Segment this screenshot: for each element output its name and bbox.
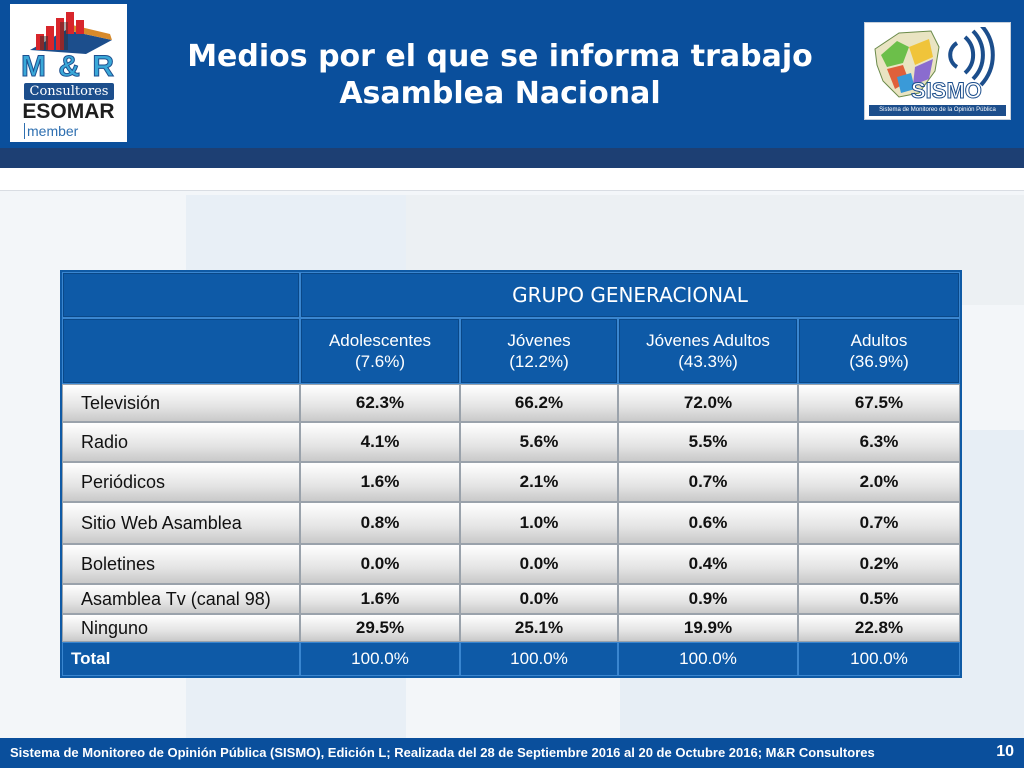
group-header: GRUPO GENERACIONAL	[300, 272, 960, 318]
table-cell: 4.1%	[300, 422, 460, 462]
column-name: Adultos	[850, 331, 908, 350]
table-cell: 0.6%	[618, 502, 798, 544]
total-cell: 100.0%	[618, 642, 798, 676]
table-row: Sitio Web Asamblea 0.8% 1.0% 0.6% 0.7%	[62, 502, 960, 544]
table-row: Ninguno 29.5% 25.1% 19.9% 22.8%	[62, 614, 960, 642]
column-share: (43.3%)	[678, 352, 738, 371]
table-row: Periódicos 1.6% 2.1% 0.7% 2.0%	[62, 462, 960, 502]
header-stripe-light	[0, 168, 1024, 191]
esomar-label: ESOMAR	[22, 100, 115, 123]
table-cell: 0.5%	[798, 584, 960, 614]
page-title: Medios por el que se informa trabajo Asa…	[150, 38, 850, 112]
table-cell: 67.5%	[798, 384, 960, 422]
table-row: Radio 4.1% 5.6% 5.5% 6.3%	[62, 422, 960, 462]
table-cell: 5.6%	[460, 422, 618, 462]
table-cell: 6.3%	[798, 422, 960, 462]
header-bar: M & R Consultores ESOMAR member Medios p…	[0, 0, 1024, 148]
table-cell: 0.7%	[798, 502, 960, 544]
sismo-brand: SISMO	[911, 78, 983, 103]
table-cell: 2.1%	[460, 462, 618, 502]
column-header-jovenes-adultos: Jóvenes Adultos (43.3%)	[618, 318, 798, 384]
column-header-adultos: Adultos (36.9%)	[798, 318, 960, 384]
table-cell: 0.4%	[618, 544, 798, 584]
total-row: Total 100.0% 100.0% 100.0% 100.0%	[62, 642, 960, 676]
table-cell: 0.8%	[300, 502, 460, 544]
table-cell: 29.5%	[300, 614, 460, 642]
row-label: Ninguno	[62, 614, 300, 642]
row-label: Sitio Web Asamblea	[62, 502, 300, 544]
total-label: Total	[62, 642, 300, 676]
column-header-row: Adolescentes (7.6%) Jóvenes (12.2%) Jóve…	[62, 318, 960, 384]
table-cell: 22.8%	[798, 614, 960, 642]
table-cell: 0.9%	[618, 584, 798, 614]
nicaragua-map-icon	[874, 27, 995, 98]
row-label: Radio	[62, 422, 300, 462]
column-name: Adolescentes	[328, 331, 432, 350]
row-label: Boletines	[62, 544, 300, 584]
group-header-row: GRUPO GENERACIONAL	[62, 272, 960, 318]
table-cell: 72.0%	[618, 384, 798, 422]
column-header-adolescentes: Adolescentes (7.6%)	[300, 318, 460, 384]
row-label: Televisión	[62, 384, 300, 422]
table-cell: 0.0%	[300, 544, 460, 584]
member-label: member	[24, 123, 78, 139]
table-cell: 1.0%	[460, 502, 618, 544]
footer-bar: Sistema de Monitoreo de Opinión Pública …	[0, 738, 1024, 768]
sismo-logo: SISMO Sistema de Monitoreo de la Opinión…	[864, 22, 1011, 120]
title-line-2: Asamblea Nacional	[339, 76, 661, 111]
table-row: Asamblea Tv (canal 98) 1.6% 0.0% 0.9% 0.…	[62, 584, 960, 614]
table-cell: 0.0%	[460, 584, 618, 614]
column-share: (7.6%)	[354, 352, 406, 371]
column-share: (36.9%)	[849, 352, 909, 371]
empty-header-cell	[62, 318, 300, 384]
header-stripe	[0, 148, 1024, 168]
table-row: Boletines 0.0% 0.0% 0.4% 0.2%	[62, 544, 960, 584]
footer-source: Sistema de Monitoreo de Opinión Pública …	[10, 745, 875, 760]
page-number: 10	[996, 743, 1014, 760]
table-row: Televisión 62.3% 66.2% 72.0% 67.5%	[62, 384, 960, 422]
title-line-1: Medios por el que se informa trabajo	[187, 39, 813, 74]
table-cell: 1.6%	[300, 462, 460, 502]
media-table: GRUPO GENERACIONAL Adolescentes (7.6%) J…	[60, 270, 962, 678]
empty-header-cell	[62, 272, 300, 318]
mr-esomar-logo: M & R Consultores ESOMAR member	[10, 4, 127, 142]
total-cell: 100.0%	[300, 642, 460, 676]
table-cell: 19.9%	[618, 614, 798, 642]
table-cell: 0.0%	[460, 544, 618, 584]
column-share: (12.2%)	[509, 352, 569, 371]
table-cell: 66.2%	[460, 384, 618, 422]
row-label: Asamblea Tv (canal 98)	[62, 584, 300, 614]
consultores-label: Consultores	[24, 83, 114, 100]
row-label: Periódicos	[62, 462, 300, 502]
table-cell: 0.2%	[798, 544, 960, 584]
mr-brand: M & R	[21, 50, 116, 83]
total-cell: 100.0%	[460, 642, 618, 676]
column-name: Jóvenes Adultos	[646, 331, 770, 350]
table-cell: 0.7%	[618, 462, 798, 502]
column-header-jovenes: Jóvenes (12.2%)	[460, 318, 618, 384]
bar-chart-logo-icon	[30, 12, 112, 54]
table-cell: 2.0%	[798, 462, 960, 502]
table-cell: 62.3%	[300, 384, 460, 422]
total-cell: 100.0%	[798, 642, 960, 676]
column-name: Jóvenes	[507, 331, 571, 350]
sismo-subtitle: Sistema de Monitoreo de la Opinión Públi…	[869, 105, 1006, 116]
table-cell: 1.6%	[300, 584, 460, 614]
table-cell: 25.1%	[460, 614, 618, 642]
table-cell: 5.5%	[618, 422, 798, 462]
